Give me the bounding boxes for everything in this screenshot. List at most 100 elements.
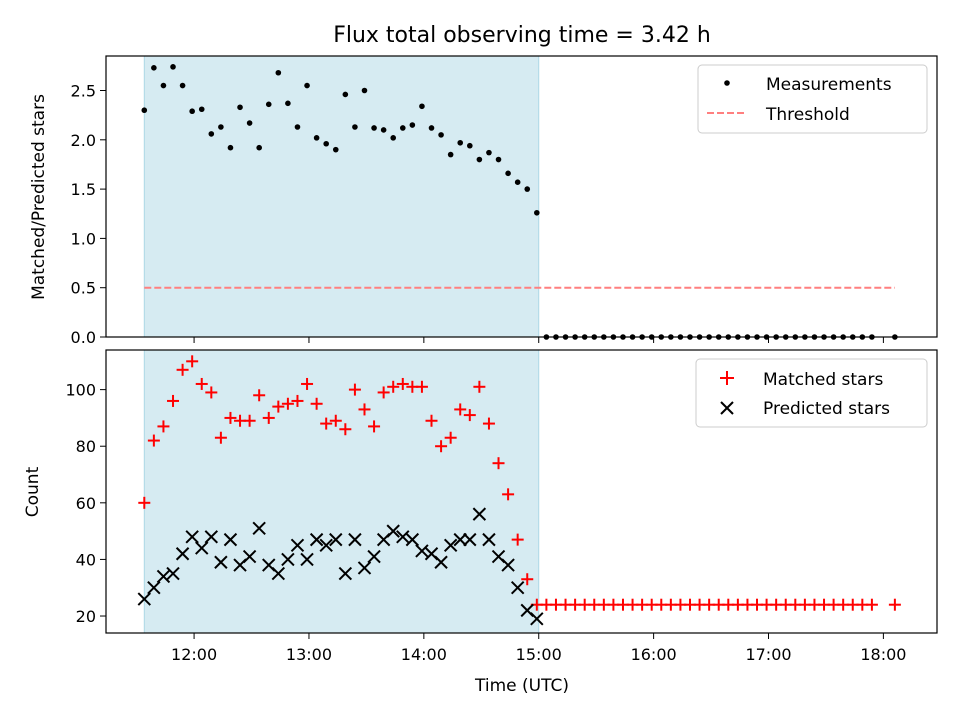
predicted-star-stroke	[329, 532, 343, 547]
predicted-star-point	[166, 566, 180, 581]
predicted-star-point	[309, 532, 324, 547]
matched-star-point	[281, 397, 294, 410]
predicted-star-stroke	[348, 532, 362, 547]
measurement-point	[313, 135, 320, 141]
matched-star-point	[272, 400, 285, 413]
matched-star-point	[387, 380, 400, 393]
measurement-point	[265, 101, 272, 108]
predicted-star-point	[195, 541, 209, 555]
predicted-star-point	[472, 507, 487, 521]
predicted-star-stroke	[530, 612, 544, 626]
predicted-star-stroke	[281, 552, 295, 567]
matched-star-point	[473, 380, 486, 393]
matched-star-point	[253, 389, 266, 402]
predicted-star-stroke	[156, 569, 171, 584]
measurement-point	[399, 125, 406, 131]
bottom-x-tick-label: 14:00	[401, 645, 447, 664]
predicted-star-point	[510, 581, 525, 595]
measurement-point	[505, 170, 511, 177]
matched-star-point	[377, 386, 390, 399]
matched-star-point	[214, 431, 227, 444]
matched-star-point	[176, 363, 189, 376]
predicted-star-point	[415, 544, 429, 558]
measurement-point	[256, 144, 262, 151]
matched-star-point	[157, 420, 170, 433]
predicted-star-point	[252, 521, 266, 535]
matched-star-point	[358, 403, 371, 416]
legend-measurements-label: Measurements	[766, 75, 892, 95]
measurement-point	[476, 156, 483, 163]
matched-star-point	[888, 598, 901, 611]
predicted-star-point	[147, 581, 161, 595]
predicted-star-stroke	[434, 555, 448, 569]
bottom-y-tick-label: 100	[65, 381, 96, 400]
matched-star-point	[396, 377, 409, 390]
predicted-star-stroke	[175, 547, 190, 561]
matched-star-point	[463, 409, 476, 422]
top-panel: 0.0 0.5 1.0 1.5 2.0 2.5 Matched/Predicted sta…	[29, 55, 938, 347]
predicted-star-point	[396, 530, 410, 544]
bottom-y-tick-label: 40	[76, 550, 96, 569]
predicted-star-stroke	[204, 530, 219, 544]
matched-star-point	[167, 394, 180, 407]
measurement-point	[208, 131, 215, 137]
top-legend: Measurements Threshold	[697, 64, 928, 134]
predicted-star-point	[281, 552, 295, 567]
predicted-star-stroke	[185, 530, 199, 544]
measurement-point	[332, 146, 339, 153]
measurement-point	[419, 103, 425, 110]
matched-star-point	[348, 383, 361, 396]
predicted-star-stroke	[491, 549, 506, 564]
measurement-point	[361, 87, 368, 94]
measurement-point	[495, 156, 502, 163]
matched-star-point	[186, 355, 199, 368]
predicted-star-point	[463, 532, 477, 547]
measurement-point	[285, 100, 291, 107]
predicted-star-point	[319, 538, 333, 552]
measurement-point	[304, 82, 310, 89]
predicted-star-point	[271, 566, 286, 581]
predicted-star-point	[405, 532, 420, 547]
top-y-axis-label: Matched/Predicted stars	[29, 94, 49, 300]
predicted-star-point	[329, 532, 343, 547]
measurement-point	[524, 186, 531, 192]
predicted-star-stroke	[338, 566, 353, 581]
matched-star-point	[502, 488, 515, 501]
bottom-x-tick-label: 12:00	[171, 645, 217, 664]
predicted-star-stroke	[510, 581, 525, 595]
measurement-point	[141, 107, 148, 114]
top-y-tick-label: 1.0	[71, 229, 96, 248]
measurement-point	[457, 139, 464, 146]
top-legend-box	[697, 64, 928, 134]
matched-star-point	[262, 411, 275, 424]
predicted-star-point	[156, 569, 171, 584]
top-y-tick-label: 1.5	[71, 180, 96, 199]
predicted-star-stroke	[166, 566, 180, 581]
bottom-plot-frame	[105, 349, 938, 634]
predicted-star-point	[290, 538, 305, 552]
predicted-star-point	[357, 561, 372, 575]
top-y-tick-label: 0.5	[71, 279, 96, 298]
measurement-point	[151, 65, 157, 71]
measurement-point	[447, 151, 454, 158]
measurement-point	[514, 179, 521, 186]
predicted-star-point	[453, 532, 467, 547]
predicted-star-stroke	[195, 541, 209, 555]
x-axis-label: Time (UTC)	[474, 676, 569, 696]
top-plot-frame	[105, 55, 938, 338]
predicted-star-stroke	[137, 592, 152, 606]
predicted-star-point	[434, 555, 448, 569]
top-y-tick-label: 2.0	[71, 131, 96, 150]
measurement-point	[160, 82, 167, 89]
matched-star-point	[339, 423, 352, 436]
bottom-y-tick-label: 20	[76, 607, 96, 626]
predicted-star-stroke	[262, 558, 276, 572]
matched-star-point	[492, 457, 505, 470]
measurement-point	[227, 144, 234, 151]
bottom-y-tick-label: 80	[76, 437, 96, 456]
matched-star-point	[195, 377, 208, 390]
predicted-star-point	[386, 524, 400, 538]
measurement-point	[342, 91, 349, 98]
predicted-star-point	[137, 592, 152, 606]
